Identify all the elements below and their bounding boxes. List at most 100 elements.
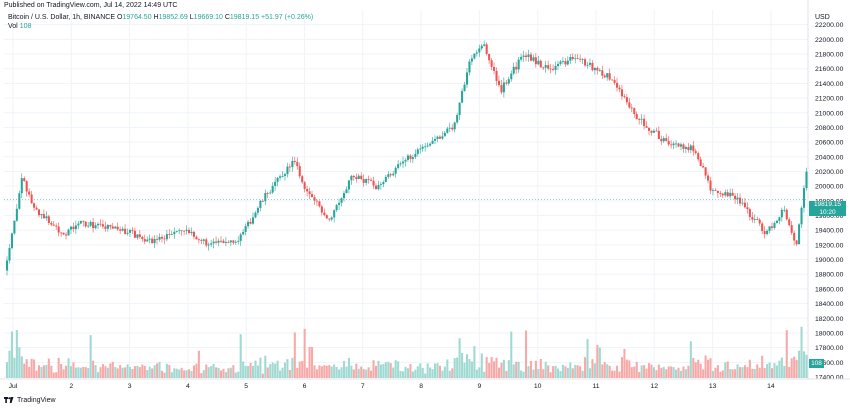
- candle-body: [372, 180, 375, 186]
- volume-bar: [532, 369, 535, 378]
- candle-body: [271, 185, 274, 193]
- candle-body: [795, 240, 798, 245]
- candle-body: [493, 66, 496, 71]
- volume-bar: [576, 365, 579, 378]
- volume-bar: [153, 365, 156, 378]
- volume-bar: [82, 366, 85, 378]
- volume-bar: [473, 346, 476, 378]
- candle-body: [141, 236, 144, 240]
- volume-bar: [97, 372, 100, 378]
- volume-bar: [433, 363, 437, 378]
- candle-body: [104, 226, 107, 229]
- candle-body: [780, 209, 783, 218]
- candle-body: [217, 240, 220, 243]
- candle-body: [84, 221, 87, 227]
- candle-body: [606, 73, 609, 78]
- volume-bar: [470, 361, 473, 378]
- candle-body: [124, 228, 127, 234]
- candle-body: [748, 209, 751, 217]
- y-tick-label: 17600.00: [815, 360, 844, 367]
- volume-bar: [628, 360, 631, 378]
- candle-body: [151, 238, 154, 244]
- candle-body: [778, 217, 781, 221]
- candle-body: [288, 166, 291, 168]
- volume-bar: [630, 367, 633, 378]
- volume-bar: [173, 368, 176, 378]
- candle-body: [743, 202, 746, 208]
- y-tick-label: 19600.00: [815, 213, 844, 220]
- volume-bar: [746, 367, 749, 378]
- volume-bar: [197, 350, 200, 378]
- candle-body: [618, 87, 621, 90]
- candle-body: [306, 188, 309, 192]
- volume-bar: [623, 348, 626, 378]
- candle-body: [293, 160, 296, 162]
- candle-body: [527, 54, 530, 58]
- tradingview-footer[interactable]: TradingView: [4, 397, 56, 404]
- candle-body: [556, 63, 560, 66]
- volume-bar: [74, 367, 77, 378]
- volume-bar: [62, 369, 65, 378]
- volume-bar: [397, 361, 400, 378]
- candle-body: [229, 240, 232, 243]
- candle-body: [719, 192, 722, 194]
- volume-bar: [50, 365, 53, 378]
- volume-bar: [547, 365, 550, 378]
- candle-body: [692, 145, 695, 152]
- volume-bar: [766, 364, 769, 378]
- volume-bar: [667, 366, 670, 378]
- candle-body: [308, 191, 311, 195]
- close-label: C: [224, 14, 230, 21]
- volume-bar: [138, 367, 141, 378]
- volume-bar: [320, 366, 323, 378]
- volume-bar: [647, 363, 651, 378]
- candle-body: [682, 144, 685, 149]
- volume-bar: [382, 363, 385, 378]
- volume-bar: [357, 368, 360, 378]
- volume-bar: [527, 366, 530, 378]
- candle-body: [219, 240, 223, 242]
- volume-bar: [347, 357, 350, 378]
- volume-bar: [564, 366, 567, 378]
- volume-bar: [591, 359, 594, 378]
- x-tick-label: 11: [592, 383, 599, 390]
- candle-body: [279, 176, 282, 178]
- candle-body: [315, 200, 318, 202]
- candle-body: [397, 164, 400, 168]
- candle-body: [591, 62, 594, 71]
- volume-bar: [719, 371, 722, 378]
- volume-bar: [141, 364, 144, 378]
- volume-bar: [271, 362, 274, 378]
- volume-bar: [579, 366, 582, 378]
- candle-body: [136, 234, 139, 238]
- candle-body: [625, 97, 628, 103]
- volume-bar: [490, 357, 493, 378]
- candle-body: [448, 127, 451, 129]
- candle-body: [468, 61, 471, 73]
- candle-body: [106, 224, 109, 229]
- volume-bar: [340, 367, 343, 378]
- volume-bar: [802, 351, 806, 378]
- candle-body: [352, 175, 355, 178]
- volume-bar: [451, 368, 454, 378]
- volume-bar: [52, 372, 55, 378]
- candle-body: [178, 230, 181, 232]
- candle-body: [655, 130, 658, 132]
- volume-bar: [308, 346, 311, 378]
- axes: 22200.00 22000.00 21800.00 21600.00 21400.00…: [0, 0, 850, 390]
- volume-bar: [468, 359, 471, 378]
- volume-bar: [731, 369, 734, 378]
- candle-body: [483, 44, 486, 46]
- volume-bar: [37, 365, 41, 378]
- volume-bar: [104, 366, 107, 378]
- candle-body: [488, 53, 491, 61]
- volume-bar: [335, 366, 338, 378]
- candle-body: [338, 202, 341, 205]
- volume-bar: [217, 367, 220, 378]
- high-label: H: [153, 14, 159, 21]
- y-tick-label: 19200.00: [815, 242, 844, 249]
- y-tick-label: 18800.00: [815, 272, 844, 279]
- volume-bar: [116, 368, 119, 378]
- volume-bar: [502, 359, 505, 378]
